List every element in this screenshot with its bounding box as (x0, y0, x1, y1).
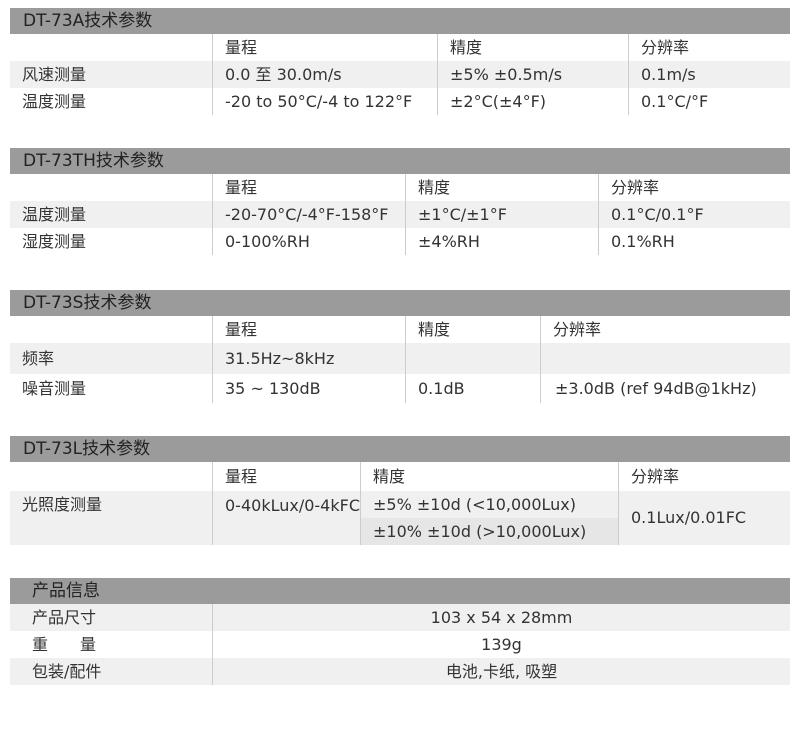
cell-accuracy: ±2°C(±4°F) (437, 88, 628, 115)
cell-range: -20-70°C/-4°F-158°F (212, 201, 405, 228)
table-row: 光照度测量 0-40kLux/0-4kFC ±5% ±10d (<10,000L… (10, 491, 790, 545)
dt-73a-spec-table: DT-73A技术参数 量程 精度 分辨率 风速测量 0.0 至 30.0m/s … (10, 8, 790, 115)
cell-resolution: 0.1%RH (598, 228, 790, 255)
cell-resolution: 0.1°C/°F (628, 88, 790, 115)
cell-accuracy: 0.1dB (405, 374, 540, 403)
cell-range: -20 to 50°C/-4 to 122°F (212, 88, 437, 115)
table-row: 频率 31.5Hz~8kHz (10, 343, 790, 374)
col-accuracy: 精度 (360, 462, 618, 491)
header-row: 量程 精度 分辨率 (10, 316, 790, 343)
row-label: 包装/配件 (32, 662, 102, 681)
cell-resolution: 0.1m/s (628, 61, 790, 88)
cell-range: 31.5Hz~8kHz (212, 343, 405, 374)
col-accuracy: 精度 (405, 316, 540, 343)
table-title: DT-73TH技术参数 (10, 148, 790, 174)
table-row: 重 量 139g (10, 631, 790, 658)
col-resolution: 分辨率 (598, 174, 790, 201)
row-label: 温度测量 (22, 205, 87, 224)
accuracy-below-10000: ±5% ±10d (<10,000Lux) (373, 495, 576, 514)
row-label: 噪音测量 (22, 379, 87, 398)
header-row: 量程 精度 分辨率 (10, 174, 790, 201)
table-title: DT-73S技术参数 (10, 290, 790, 316)
col-resolution: 分辨率 (540, 316, 790, 343)
table-title: DT-73L技术参数 (10, 436, 790, 462)
cell-range: 0-40kLux/0-4kFC (212, 491, 360, 545)
cell-range: 35 ~ 130dB (212, 374, 405, 403)
row-label: 重 量 (32, 635, 97, 654)
table-row: 产品尺寸 103 x 54 x 28mm (10, 604, 790, 631)
dt-73l-spec-table: DT-73L技术参数 量程 精度 分辨率 光照度测量 0-40kLux/0-4k… (10, 436, 790, 545)
col-resolution: 分辨率 (628, 34, 790, 61)
product-info-table: 产品信息 产品尺寸 103 x 54 x 28mm 重 量 139g 包装/配件… (10, 578, 790, 685)
col-accuracy: 精度 (437, 34, 628, 61)
accuracy-above-10000: ±10% ±10d (>10,000Lux) (361, 518, 618, 545)
table-title: DT-73A技术参数 (10, 8, 790, 34)
cell-resolution: 0.1Lux/0.01FC (618, 491, 790, 545)
dt-73s-spec-table: DT-73S技术参数 量程 精度 分辨率 频率 31.5Hz~8kHz 噪音测量… (10, 290, 790, 403)
col-resolution: 分辨率 (618, 462, 790, 491)
row-label: 产品尺寸 (32, 608, 97, 627)
table-row: 风速测量 0.0 至 30.0m/s ±5% ±0.5m/s 0.1m/s (10, 61, 790, 88)
table-row: 包装/配件 电池,卡纸, 吸塑 (10, 658, 790, 685)
table-row: 温度测量 -20-70°C/-4°F-158°F ±1°C/±1°F 0.1°C… (10, 201, 790, 228)
cell-range: 0-100%RH (212, 228, 405, 255)
row-label: 风速测量 (22, 65, 87, 84)
row-label: 光照度测量 (22, 495, 103, 514)
cell-accuracy: ±5% ±10d (<10,000Lux) ±10% ±10d (>10,000… (360, 491, 618, 545)
cell-value: 103 x 54 x 28mm (212, 604, 790, 631)
col-range: 量程 (212, 174, 405, 201)
cell-range: 0.0 至 30.0m/s (212, 61, 437, 88)
cell-value: 电池,卡纸, 吸塑 (212, 658, 790, 685)
table-row: 温度测量 -20 to 50°C/-4 to 122°F ±2°C(±4°F) … (10, 88, 790, 115)
cell-resolution: 0.1°C/0.1°F (598, 201, 790, 228)
table-row: 噪音测量 35 ~ 130dB 0.1dB ±3.0dB (ref 94dB@1… (10, 374, 790, 403)
table-row: 湿度测量 0-100%RH ±4%RH 0.1%RH (10, 228, 790, 255)
row-label: 频率 (22, 349, 55, 368)
row-label: 湿度测量 (22, 232, 87, 251)
table-title: 产品信息 (10, 578, 790, 604)
cell-accuracy: ±4%RH (405, 228, 598, 255)
col-range: 量程 (212, 316, 405, 343)
col-accuracy: 精度 (405, 174, 598, 201)
cell-accuracy: ±5% ±0.5m/s (437, 61, 628, 88)
col-range: 量程 (212, 34, 437, 61)
row-label: 温度测量 (22, 92, 87, 111)
cell-resolution (540, 343, 790, 374)
cell-value: 139g (212, 631, 790, 658)
col-range: 量程 (212, 462, 360, 491)
cell-accuracy: ±1°C/±1°F (405, 201, 598, 228)
header-row: 量程 精度 分辨率 (10, 34, 790, 61)
cell-accuracy (405, 343, 540, 374)
dt-73th-spec-table: DT-73TH技术参数 量程 精度 分辨率 温度测量 -20-70°C/-4°F… (10, 148, 790, 255)
cell-resolution: ±3.0dB (ref 94dB@1kHz) (540, 374, 790, 403)
header-row: 量程 精度 分辨率 (10, 462, 790, 491)
